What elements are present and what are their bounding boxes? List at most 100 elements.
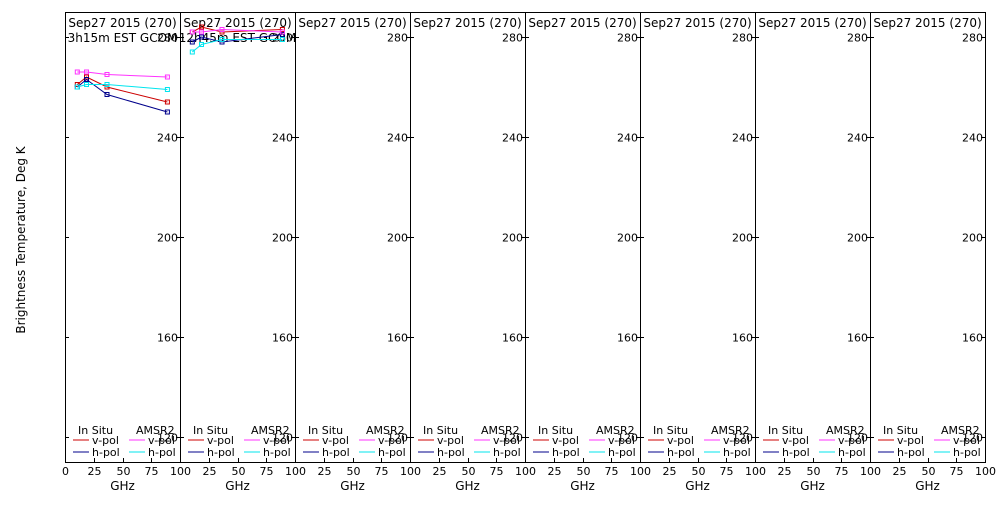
data-point	[199, 29, 204, 35]
y-tick-label: 120	[387, 432, 408, 445]
x-tick-label: 25	[548, 465, 562, 478]
legend-label: v-pol	[207, 434, 234, 447]
data-point	[189, 29, 195, 35]
y-tick-label: 280	[502, 32, 523, 45]
x-tick-label: 100	[975, 465, 996, 478]
panel-subtitle: 3h15m EST GCOM	[68, 31, 178, 45]
x-tick-label: 25	[318, 465, 332, 478]
x-tick-label: 25	[663, 465, 677, 478]
series-line-amsr2-v-pol	[192, 28, 283, 33]
y-tick-label: 200	[962, 232, 983, 245]
y-tick-label: 200	[272, 232, 293, 245]
legend-amsr2-header: AMSR2	[596, 424, 635, 437]
series-line-in-situ-h-pol	[192, 34, 283, 43]
legend-insitu-header: In Situ	[193, 424, 228, 437]
chart-panel-4: 120 160 200 240 280 25 50 75 100 GHz Sep27 2015 (2…	[410, 12, 536, 493]
y-tick-label: 120	[617, 432, 638, 445]
legend-label: h-pol	[263, 446, 291, 459]
x-tick-label: 25	[433, 465, 447, 478]
x-tick-label: 100	[285, 465, 306, 478]
y-tick-label: 240	[272, 132, 293, 145]
y-tick-label: 240	[502, 132, 523, 145]
x-tick-label: 50	[117, 465, 131, 478]
x-tick-label: 50	[807, 465, 821, 478]
data-point	[74, 69, 80, 75]
y-tick-label: 200	[732, 232, 753, 245]
panel-title: Sep27 2015 (270)	[298, 16, 406, 30]
panel-title: Sep27 2015 (270)	[643, 16, 751, 30]
data-point	[74, 84, 80, 90]
data-point	[164, 99, 170, 105]
legend-amsr2-header: AMSR2	[136, 424, 175, 437]
y-tick-label: 240	[962, 132, 983, 145]
x-tick-label: 50	[462, 465, 476, 478]
x-tick-label: 75	[260, 465, 274, 478]
y-tick-label: 240	[617, 132, 638, 145]
y-tick-label: 160	[272, 332, 293, 345]
series-line-amsr2-h-pol	[191, 39, 283, 53]
x-tick-label: 75	[375, 465, 389, 478]
data-point	[84, 82, 89, 87]
data-point	[199, 24, 204, 30]
y-tick-label: 280	[962, 32, 983, 45]
y-axis-label: Brightness Temperature, Deg K	[14, 145, 28, 333]
y-tick-label: 280	[617, 32, 638, 45]
x-tick-label: 100	[745, 465, 766, 478]
x-tick-label: 25	[893, 465, 907, 478]
y-tick-label: 280	[157, 32, 178, 45]
panels-group: 120 160 200 240 280 0 25 50 75 100 GHz Sep27 2015 (…	[62, 12, 996, 493]
legend-label: v-pol	[437, 434, 464, 447]
x-tick-label: 100	[515, 465, 536, 478]
x-tick-label: 100	[860, 465, 881, 478]
y-tick-label: 160	[157, 332, 178, 345]
data-point	[84, 77, 89, 82]
y-tick-label: 240	[157, 132, 178, 145]
x-axis-label: GHz	[685, 479, 710, 493]
panel-title: Sep27 2015 (270)	[873, 16, 981, 30]
series-line-in-situ-v-pol	[76, 76, 168, 103]
x-axis-label: GHz	[455, 479, 480, 493]
y-tick-label: 120	[962, 432, 983, 445]
legend-insitu-header: In Situ	[653, 424, 688, 437]
panel-subtitle: 12h45m EST GCOM	[179, 31, 296, 45]
legend-label: h-pol	[148, 446, 176, 459]
y-tick-label: 280	[847, 32, 868, 45]
data-point	[104, 82, 110, 87]
x-tick-label: 25	[203, 465, 217, 478]
legend-label: h-pol	[552, 446, 580, 459]
legend-label: v-pol	[953, 434, 980, 447]
legend-amsr2-header: AMSR2	[711, 424, 750, 437]
x-tick-label: 75	[835, 465, 849, 478]
legend-label: h-pol	[667, 446, 695, 459]
x-tick-label: 25	[88, 465, 102, 478]
chart-panel-3: 120 160 200 240 280 25 50 75 100 GHz Sep27 2015 (2…	[295, 12, 421, 493]
legend-label: v-pol	[378, 434, 405, 447]
data-point	[164, 109, 170, 115]
panel-title: Sep27 2015 (270)	[413, 16, 521, 30]
x-tick-label: 100	[400, 465, 421, 478]
y-tick-label: 200	[387, 232, 408, 245]
panel-title: Sep27 2015 (270)	[758, 16, 866, 30]
legend-label: v-pol	[667, 434, 694, 447]
data-point	[189, 49, 195, 55]
x-tick-label: 50	[232, 465, 246, 478]
legend-label: v-pol	[92, 434, 119, 447]
x-axis-label: GHz	[915, 479, 940, 493]
legend-amsr2-header: AMSR2	[481, 424, 520, 437]
legend-label: h-pol	[207, 446, 235, 459]
legend-label: h-pol	[723, 446, 751, 459]
data-point	[104, 72, 110, 77]
legend-amsr2-header: AMSR2	[941, 424, 980, 437]
x-tick-label: 25	[778, 465, 792, 478]
legend-label: h-pol	[782, 446, 810, 459]
x-tick-label: 75	[145, 465, 159, 478]
legend-label: v-pol	[723, 434, 750, 447]
y-tick-label: 280	[732, 32, 753, 45]
data-point	[199, 34, 204, 40]
panel-title: Sep27 2015 (270)	[183, 16, 291, 30]
